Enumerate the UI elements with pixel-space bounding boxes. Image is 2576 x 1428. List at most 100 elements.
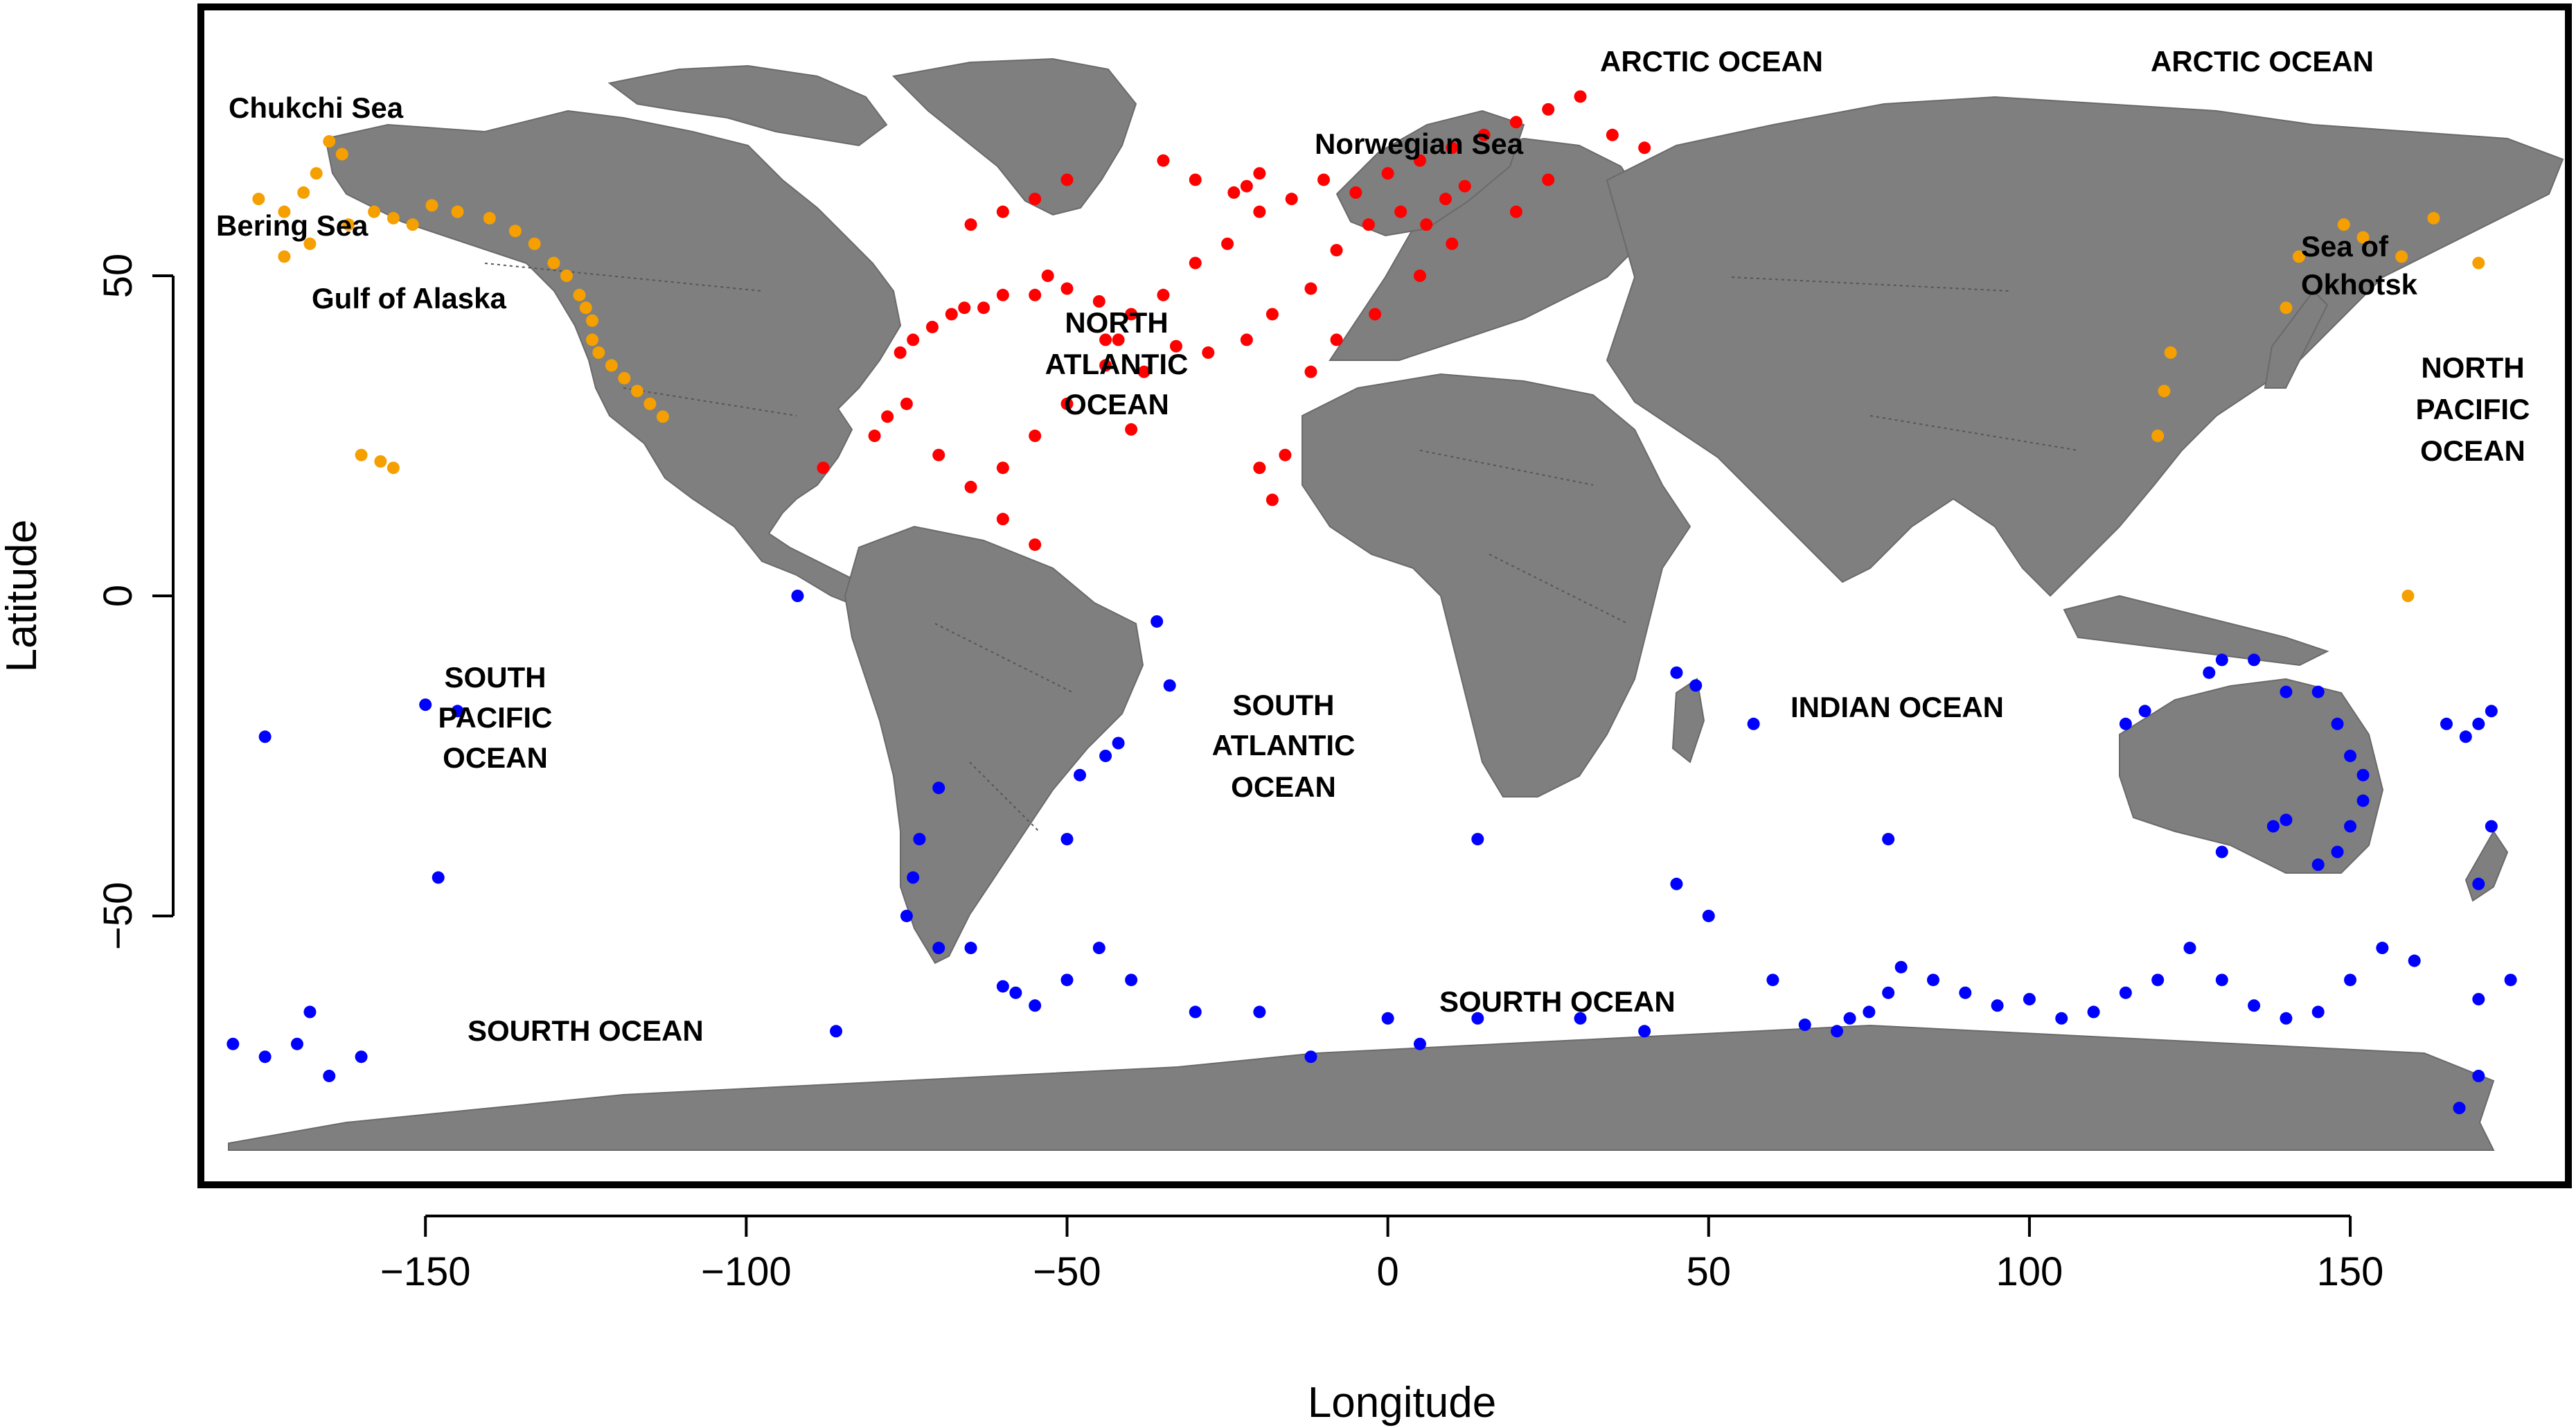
data-point-s1-53: [1304, 365, 1317, 378]
data-point-s1-25: [1574, 90, 1587, 103]
data-point-s0-36: [2292, 250, 2305, 263]
x-tick-label-6: 150: [2317, 1249, 2384, 1294]
data-point-s0-32: [2164, 346, 2177, 359]
australia: [2119, 678, 2384, 874]
data-point-s2-86: [432, 871, 445, 884]
data-point-s1-60: [1253, 167, 1266, 180]
data-point-s0-3: [310, 167, 323, 180]
data-point-s2-91: [323, 1069, 336, 1082]
data-point-s2-11: [932, 942, 945, 955]
data-point-s2-14: [1009, 986, 1022, 999]
data-point-s2-64: [2311, 685, 2325, 698]
x-tick-label-4: 50: [1687, 1249, 1732, 1294]
data-point-s2-46: [2119, 986, 2132, 999]
data-point-s2-1: [1151, 615, 1164, 628]
data-point-s1-51: [1279, 448, 1292, 461]
data-point-s0-8: [342, 218, 355, 231]
label-north-pacific-3: OCEAN: [2420, 434, 2525, 467]
label-south-atlantic-2: ATLANTIC: [1212, 729, 1356, 761]
data-point-s2-59: [2138, 705, 2151, 718]
data-point-s2-56: [2472, 993, 2485, 1006]
data-point-s1-55: [1369, 308, 1382, 321]
data-point-s2-71: [2311, 858, 2325, 872]
data-point-s1-24: [1542, 103, 1555, 116]
greenland: [891, 58, 1137, 216]
x-tick-label-5: 100: [1996, 1249, 2063, 1294]
label-north-atlantic-2: ATLANTIC: [1045, 348, 1189, 380]
data-point-s0-35: [2280, 301, 2293, 315]
data-point-s0-11: [406, 218, 419, 231]
data-point-s2-69: [2344, 820, 2357, 833]
data-point-s2-89: [258, 1050, 272, 1064]
data-point-s1-4: [958, 301, 971, 315]
data-point-s2-33: [1766, 973, 1779, 987]
data-point-s2-10: [900, 909, 913, 922]
data-point-s1-70: [1099, 359, 1112, 372]
data-point-s0-34: [2151, 430, 2165, 443]
data-point-s1-27: [1638, 141, 1651, 155]
data-point-s2-82: [2453, 1102, 2466, 1115]
data-point-s2-8: [913, 833, 926, 846]
y-axis-title: Latitude: [0, 520, 46, 673]
data-point-s1-16: [1285, 193, 1298, 206]
data-point-s2-60: [2203, 666, 2216, 679]
data-point-s1-67: [996, 205, 1009, 218]
plot-frame: [197, 3, 2572, 1188]
data-point-s1-41: [1060, 397, 1074, 410]
label-north-pacific-1: NORTH: [2421, 351, 2524, 384]
data-point-s2-75: [2440, 717, 2453, 730]
data-point-s1-3: [945, 308, 958, 321]
data-point-s1-65: [1060, 173, 1074, 186]
label-sea-of: Sea of: [2301, 230, 2389, 263]
data-point-s1-71: [996, 513, 1009, 526]
south-america: [844, 525, 1144, 964]
label-north-atlantic-3: OCEAN: [1064, 388, 1169, 421]
data-point-s0-17: [547, 256, 560, 270]
data-point-s2-13: [996, 980, 1009, 993]
data-point-s2-17: [1092, 942, 1105, 955]
data-point-s2-85: [451, 705, 464, 718]
data-point-s1-39: [1137, 365, 1151, 378]
data-point-s2-57: [1882, 833, 1895, 846]
data-point-s0-21: [586, 314, 599, 327]
data-point-s1-50: [1253, 461, 1266, 475]
y-axis: −50 0 50: [96, 254, 175, 950]
data-point-s1-31: [1439, 193, 1452, 206]
label-south-atlantic-1: SOUTH: [1233, 689, 1335, 721]
data-point-s2-43: [2023, 993, 2036, 1006]
label-north-pacific-2: PACIFIC: [2416, 393, 2530, 425]
data-point-s1-43: [996, 461, 1009, 475]
data-point-s1-37: [1202, 346, 1215, 359]
data-point-s2-61: [2215, 653, 2228, 667]
data-point-s1-61: [1240, 179, 1253, 193]
data-point-s2-66: [2344, 749, 2357, 762]
data-point-s0-40: [2427, 211, 2440, 224]
data-point-s0-31: [387, 461, 400, 475]
data-point-s1-73: [817, 461, 830, 475]
data-point-s2-54: [2376, 942, 2389, 955]
data-point-s0-19: [573, 288, 586, 301]
data-point-s0-30: [374, 455, 387, 468]
data-point-s0-39: [2395, 250, 2408, 263]
indonesia: [2063, 594, 2329, 667]
data-point-s2-70: [2331, 845, 2344, 858]
data-point-s1-20: [1413, 154, 1426, 167]
new-zealand: [2464, 830, 2509, 902]
data-point-s0-13: [451, 205, 464, 218]
data-point-s2-22: [1381, 1012, 1394, 1025]
data-point-s2-80: [2485, 820, 2498, 833]
data-point-s2-36: [1843, 1012, 1856, 1025]
data-point-s2-39: [1894, 960, 1908, 973]
data-point-s0-10: [387, 211, 400, 224]
data-point-s1-47: [881, 410, 894, 423]
data-point-s2-2: [1163, 679, 1176, 692]
data-point-s2-58: [2119, 717, 2132, 730]
data-point-s2-9: [907, 871, 920, 884]
data-point-s0-22: [586, 333, 599, 346]
canadian-archipelago: [607, 64, 888, 147]
data-point-s0-2: [297, 186, 310, 199]
data-point-s1-35: [1265, 308, 1279, 321]
label-indian-ocean: INDIAN OCEAN: [1791, 691, 2004, 723]
data-point-s1-66: [1029, 193, 1042, 206]
